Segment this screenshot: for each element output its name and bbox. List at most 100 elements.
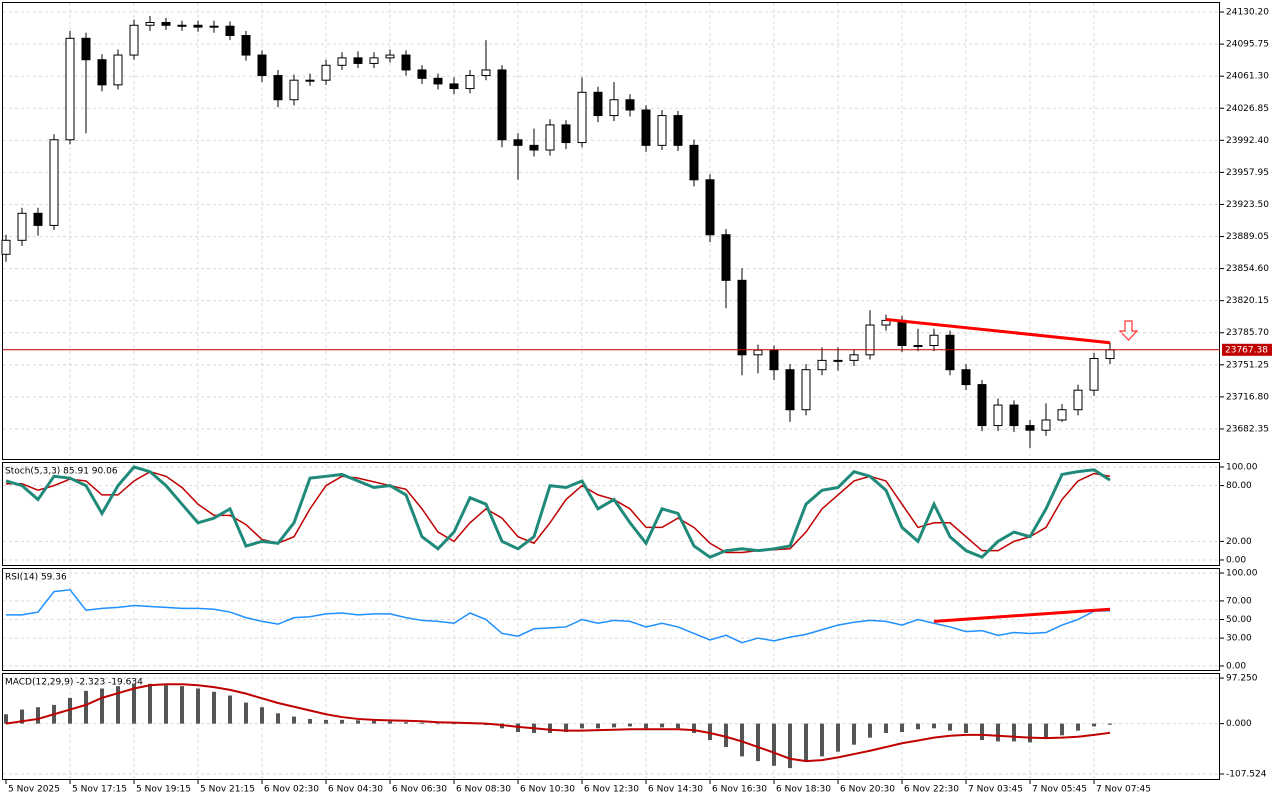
macd-bar (212, 691, 216, 724)
x-tick-label: 7 Nov 03:45 (968, 785, 1023, 795)
y-tick-label: 0.000 (1226, 719, 1252, 729)
candle-body (33, 212, 43, 226)
signal-line (5, 683, 1111, 763)
macd-bar (1012, 723, 1016, 742)
y-tick-label: 30.00 (1226, 634, 1252, 644)
main-line (5, 465, 1111, 559)
candle-body (545, 124, 555, 151)
y-tick-label: 23785.70 (1226, 328, 1269, 338)
x-tick-label: 6 Nov 22:30 (904, 785, 959, 795)
y-tick-label: 24095.75 (1226, 40, 1269, 50)
y-tick-label: 24061.30 (1226, 72, 1269, 82)
macd-bar (644, 723, 648, 729)
y-tick-label: 23820.15 (1226, 296, 1269, 306)
macd-bar (1060, 723, 1064, 736)
macd-bar (772, 723, 776, 766)
y-tick-label: 24026.85 (1226, 104, 1269, 114)
macd-bar (788, 723, 792, 769)
x-tick-label: 5 Nov 17:15 (72, 785, 127, 795)
signal-line (6, 470, 1111, 554)
y-tick-label: 23854.60 (1226, 264, 1269, 274)
macd-bar (1076, 723, 1080, 731)
y-tick-label: 23957.95 (1226, 168, 1269, 178)
macd-bar (580, 723, 584, 729)
candle-body (721, 234, 731, 281)
macd-bar (436, 723, 440, 725)
candle-body (481, 69, 491, 77)
macd-bar (420, 722, 424, 724)
macd-bar (996, 723, 1000, 742)
candle-body (705, 179, 715, 236)
candle-body (737, 279, 747, 356)
x-tick-label: 6 Nov 18:30 (776, 785, 831, 795)
macd-bar (740, 723, 744, 757)
panel-title: MACD(12,29,9) -2.323 -19.634 (5, 678, 143, 688)
candle-body (145, 21, 155, 26)
candle-body (577, 91, 587, 144)
candle-body (49, 139, 59, 226)
macd-bar (276, 713, 280, 724)
current-price-label: 23767.38 (1225, 345, 1268, 355)
macd-bar (660, 723, 664, 728)
main-line (6, 588, 1111, 644)
macd-bar (356, 720, 360, 724)
candle-body (977, 384, 987, 427)
macd-bar (596, 723, 600, 729)
x-tick-label: 6 Nov 10:30 (520, 785, 575, 795)
macd-bar (868, 723, 872, 738)
candle-body (1041, 419, 1051, 431)
candle-body (849, 354, 859, 361)
macd-bar (756, 723, 760, 762)
x-tick-label: 6 Nov 08:30 (456, 785, 511, 795)
candle-body (369, 57, 379, 64)
y-tick-label: 23889.05 (1226, 232, 1269, 242)
macd-bar (388, 721, 392, 724)
macd-panel (2, 673, 1220, 780)
x-tick-label: 5 Nov 21:15 (200, 785, 255, 795)
macd-bar (884, 723, 888, 733)
macd-bar (900, 723, 904, 733)
y-tick-label: 50.00 (1226, 615, 1252, 625)
candle-body (817, 359, 827, 371)
macd-bar (148, 683, 152, 724)
candle-body (225, 25, 235, 37)
candle-body (913, 345, 923, 347)
y-tick-label: 80.00 (1226, 481, 1252, 491)
macd-bar (4, 714, 8, 724)
x-tick-label: 6 Nov 14:30 (648, 785, 703, 795)
macd-bar (292, 716, 296, 724)
y-tick-label: 24130.20 (1226, 8, 1269, 18)
candle-body (753, 349, 763, 356)
y-tick-label: 23923.50 (1226, 200, 1269, 210)
candle-body (65, 37, 75, 141)
candle-body (465, 75, 475, 90)
y-tick-label: -107.524 (1226, 769, 1267, 779)
price-panel (2, 2, 1220, 460)
x-tick-label: 5 Nov 19:15 (136, 785, 191, 795)
candle-body (353, 57, 363, 64)
candle-body (609, 99, 619, 117)
panel-title: Stoch(5,3,3) 85.91 90.06 (5, 467, 118, 477)
panel-title: RSI(14) 59.36 (5, 573, 67, 583)
macd-bar (180, 686, 184, 724)
candle-body (241, 35, 251, 56)
macd-bar (676, 723, 680, 729)
macd-bar (708, 723, 712, 741)
candle-body (209, 25, 219, 28)
candle-body (449, 83, 459, 90)
macd-bar (100, 688, 104, 724)
y-tick-label: 97.250 (1226, 674, 1258, 684)
candle-body (961, 369, 971, 386)
x-tick-label: 6 Nov 16:30 (712, 785, 767, 795)
candle-body (1089, 358, 1099, 391)
candle-body (769, 349, 779, 371)
x-tick-label: 6 Nov 02:30 (264, 785, 319, 795)
macd-bar (132, 683, 136, 724)
x-tick-label: 6 Nov 20:30 (840, 785, 895, 795)
candle-body (833, 359, 843, 362)
x-tick-label: 7 Nov 05:45 (1032, 785, 1087, 795)
candle-body (193, 24, 203, 28)
candle-body (865, 324, 875, 356)
